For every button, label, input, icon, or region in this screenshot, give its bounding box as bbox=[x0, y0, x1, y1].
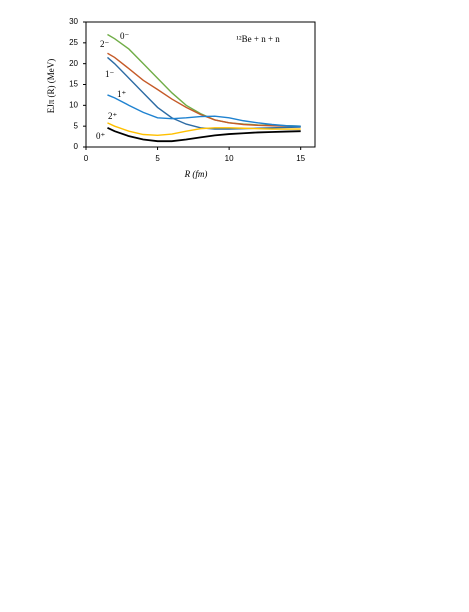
series-label: 1⁻ bbox=[105, 69, 115, 79]
series-line bbox=[107, 56, 301, 130]
series-line bbox=[107, 122, 301, 137]
y-tick-label: 20 bbox=[69, 59, 78, 68]
y-tick-label: 5 bbox=[74, 121, 79, 130]
y-axis-label: EJπ (R) (MeV) bbox=[46, 59, 56, 114]
series-line bbox=[107, 127, 301, 143]
x-axis-label: R (fm) bbox=[184, 169, 208, 179]
series-label: 2⁻ bbox=[100, 39, 110, 49]
x-tick-label: 0 bbox=[84, 154, 89, 163]
series-label: 0⁻ bbox=[120, 31, 130, 41]
series-label: 1⁺ bbox=[117, 89, 127, 99]
x-tick-label: 15 bbox=[296, 154, 305, 163]
series-line bbox=[107, 94, 301, 127]
series-label: 0⁺ bbox=[96, 131, 106, 141]
series-line bbox=[107, 52, 301, 128]
series-label: 2⁺ bbox=[108, 111, 118, 121]
y-tick-label: 25 bbox=[69, 38, 78, 47]
y-tick-label: 30 bbox=[69, 17, 78, 26]
y-tick-label: 0 bbox=[74, 142, 79, 151]
x-tick-label: 5 bbox=[155, 154, 160, 163]
y-tick-label: 15 bbox=[69, 80, 78, 89]
annotation: ¹²Be + n + n bbox=[236, 34, 280, 44]
y-tick-label: 10 bbox=[69, 100, 78, 109]
x-tick-label: 10 bbox=[225, 154, 234, 163]
